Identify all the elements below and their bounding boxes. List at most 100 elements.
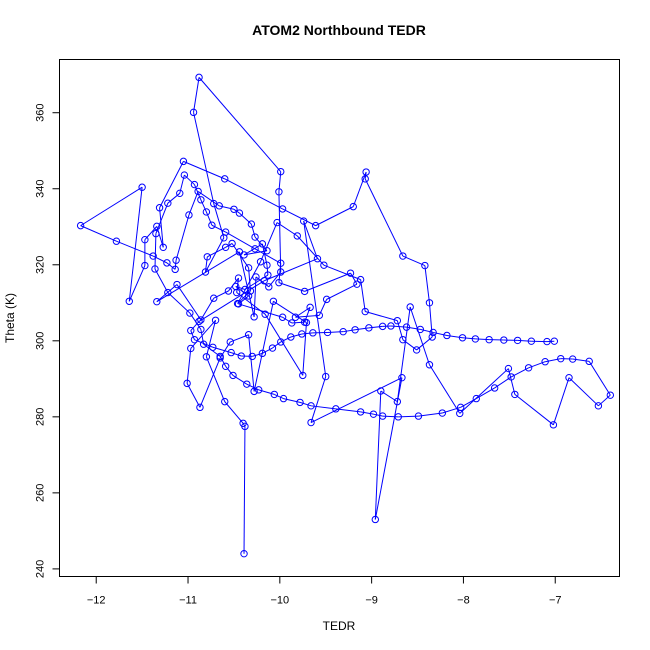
data-point <box>237 352 245 360</box>
series-segment <box>343 329 356 333</box>
series-segment <box>254 248 281 264</box>
data-point <box>196 403 204 412</box>
series-segment <box>213 290 229 299</box>
series-segment <box>253 301 274 392</box>
series-segment <box>420 328 434 333</box>
data-point <box>241 285 249 294</box>
data-point <box>378 322 387 331</box>
x-tick-label: −9 <box>365 595 378 607</box>
data-point <box>339 327 347 336</box>
data-point <box>258 240 267 248</box>
series-segment <box>250 223 256 238</box>
series-segment <box>224 401 244 424</box>
data-point <box>229 371 237 380</box>
data-point <box>153 222 161 231</box>
series-segment <box>200 297 215 321</box>
data-point <box>235 209 244 217</box>
data-point <box>513 336 522 345</box>
series-segment <box>507 368 516 395</box>
data-point <box>226 338 234 346</box>
series-segment <box>303 220 318 259</box>
data-point <box>171 265 179 274</box>
series-segment <box>278 282 305 292</box>
data-point <box>500 336 508 344</box>
data-point <box>269 297 278 305</box>
data-point <box>221 228 230 236</box>
series-segment <box>156 284 178 303</box>
data-point <box>425 361 434 369</box>
data-point <box>275 278 283 287</box>
data-point <box>201 268 210 276</box>
data-point <box>202 208 211 216</box>
data-point <box>112 237 121 245</box>
data-point <box>265 283 273 291</box>
data-point <box>172 256 180 264</box>
series-segment <box>225 365 234 376</box>
data-point <box>153 297 161 306</box>
data-point <box>197 325 205 334</box>
y-tick-label: 300 <box>35 332 47 350</box>
data-point <box>247 220 256 228</box>
data-point <box>393 316 402 325</box>
data-point <box>155 204 164 212</box>
series-segment <box>128 265 146 302</box>
data-point <box>221 243 230 251</box>
data-point <box>300 287 309 296</box>
x-tick-label: −7 <box>549 595 562 607</box>
data-point <box>299 217 308 225</box>
data-point <box>458 334 467 342</box>
series-segment <box>188 191 199 216</box>
data-point <box>428 333 436 341</box>
data-point <box>565 373 573 382</box>
data-point <box>202 353 211 361</box>
data-point <box>296 398 304 407</box>
x-tick-label: −10 <box>270 595 289 607</box>
series-segment <box>236 278 240 293</box>
series-segment <box>335 408 361 413</box>
data-point <box>76 221 85 230</box>
data-point <box>268 344 277 352</box>
data-point <box>371 515 380 524</box>
data-point <box>216 352 224 361</box>
series-segment <box>323 264 361 281</box>
data-point <box>197 196 205 204</box>
data-point <box>361 175 369 183</box>
series-segment <box>296 235 325 266</box>
series-segment <box>154 233 157 269</box>
series-segment <box>243 250 268 256</box>
data-point <box>406 303 414 311</box>
series-segment <box>155 203 169 234</box>
data-point <box>203 253 212 261</box>
data-point <box>164 199 172 207</box>
data-point <box>293 232 301 240</box>
y-tick-label: 340 <box>35 180 47 198</box>
series-segment <box>219 205 235 210</box>
data-point <box>291 313 300 321</box>
data-point <box>549 421 558 429</box>
data-point <box>234 300 243 308</box>
series-segment <box>374 390 382 520</box>
series-segment <box>231 352 242 357</box>
series-segment <box>80 225 117 242</box>
series-segment <box>128 187 143 302</box>
series-segment <box>310 405 336 410</box>
data-point <box>585 357 593 366</box>
data-point <box>429 328 437 337</box>
data-point <box>138 183 146 191</box>
data-point <box>278 313 287 321</box>
series-segment <box>418 412 443 417</box>
series-segment <box>199 357 221 408</box>
series-segment <box>360 411 374 415</box>
series-segment <box>80 186 143 227</box>
series-segment <box>315 206 354 227</box>
series-segment <box>159 207 164 248</box>
series-segment <box>193 184 202 200</box>
y-tick-label: 240 <box>35 560 47 578</box>
data-point <box>260 277 268 285</box>
y-axis: 240 260 280 300 320 340 360 <box>35 104 60 578</box>
series-segment <box>243 426 246 554</box>
series-segment <box>368 325 383 329</box>
data-point <box>527 337 536 345</box>
series-segment <box>200 199 207 213</box>
data-point <box>199 340 208 348</box>
